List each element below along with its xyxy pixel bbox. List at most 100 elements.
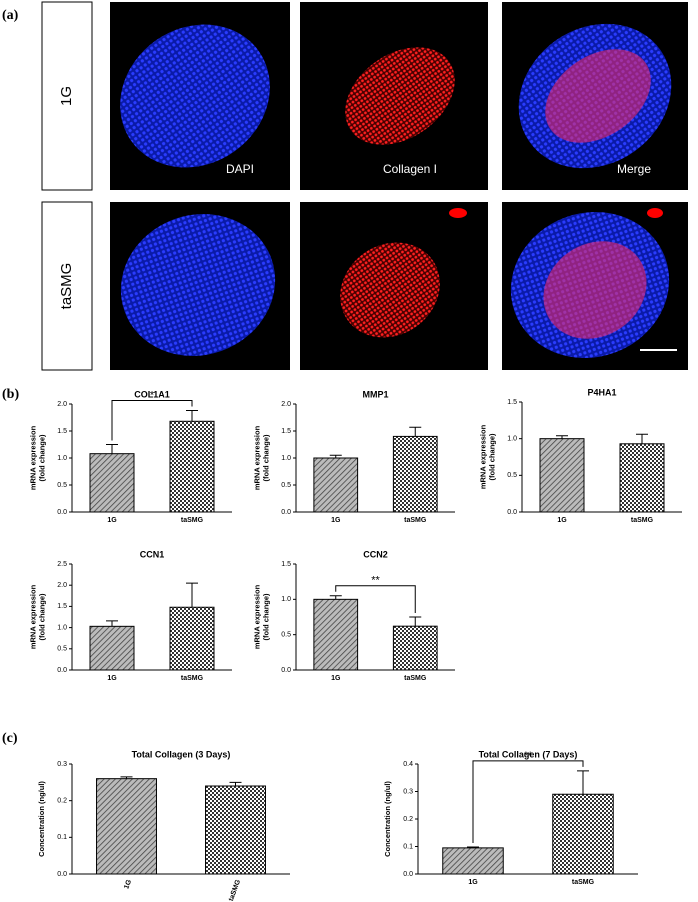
significance-bracket bbox=[335, 585, 416, 613]
chart-title: CCN1 bbox=[140, 549, 165, 559]
y-axis-label: mRNA expression bbox=[28, 425, 37, 490]
y-axis-label: mRNA expression bbox=[28, 584, 37, 649]
y-axis-label: Concentration (ng/ul) bbox=[37, 781, 46, 857]
error-bar bbox=[577, 770, 589, 795]
y-tick-label: 1.5 bbox=[281, 428, 291, 435]
x-tick-label: taSMG bbox=[404, 675, 427, 682]
error-bar bbox=[229, 781, 242, 786]
y-tick-label: 0.3 bbox=[57, 761, 67, 768]
micrograph bbox=[110, 202, 290, 370]
y-tick-label: 0.3 bbox=[403, 788, 413, 795]
y-axis-label: mRNA expression bbox=[252, 584, 261, 649]
error-bar bbox=[106, 444, 118, 454]
y-tick-label: 0.5 bbox=[281, 632, 291, 639]
y-tick-label: 1.0 bbox=[281, 596, 291, 603]
y-tick-label: 1.0 bbox=[57, 455, 67, 462]
y-tick-label: 1.0 bbox=[281, 455, 291, 462]
y-axis-label: (fold change) bbox=[261, 593, 270, 641]
x-tick-label: taSMG bbox=[631, 517, 654, 524]
micrograph: Collagen I bbox=[300, 2, 488, 190]
x-tick-label: 1G bbox=[331, 517, 341, 524]
panel-label: (c) bbox=[2, 731, 18, 746]
bar bbox=[552, 793, 614, 875]
bar bbox=[89, 453, 135, 513]
micrograph: DAPI bbox=[110, 2, 290, 190]
y-axis-label: (fold change) bbox=[37, 593, 46, 641]
y-tick-label: 0.0 bbox=[57, 667, 67, 674]
x-tick-label: 1G bbox=[107, 675, 117, 682]
micrograph: Merge bbox=[502, 2, 688, 190]
error-bar bbox=[120, 776, 133, 779]
x-tick-label: 1G bbox=[468, 879, 478, 886]
y-tick-label: 2.0 bbox=[57, 401, 67, 408]
bar bbox=[169, 420, 215, 513]
row-label: 1G bbox=[58, 86, 75, 106]
y-tick-label: 0.5 bbox=[507, 472, 517, 479]
bar bbox=[205, 785, 266, 875]
y-tick-label: 1.5 bbox=[57, 603, 67, 610]
channel-label: Collagen I bbox=[383, 162, 437, 176]
bar bbox=[442, 847, 504, 875]
significance-label: ** bbox=[371, 575, 380, 587]
y-axis-label: mRNA expression bbox=[252, 425, 261, 490]
bar bbox=[619, 443, 665, 513]
y-axis-label: mRNA expression bbox=[478, 424, 487, 489]
x-tick-label: 1G bbox=[331, 675, 341, 682]
chart-title: Total Collagen (7 Days) bbox=[479, 749, 578, 759]
x-tick-label: 1G bbox=[557, 517, 567, 524]
x-tick-label: 1G bbox=[107, 517, 117, 524]
row-label-box bbox=[41, 201, 93, 371]
chart-title: COL1A1 bbox=[134, 389, 170, 399]
y-tick-label: 0.1 bbox=[57, 834, 67, 841]
channel-label: DAPI bbox=[226, 162, 254, 176]
y-tick-label: 1.0 bbox=[57, 624, 67, 631]
error-bar bbox=[106, 620, 118, 627]
chart-title: MMP1 bbox=[362, 389, 388, 399]
x-tick-label: taSMG bbox=[228, 878, 242, 902]
y-axis-label: (fold change) bbox=[261, 434, 270, 482]
y-tick-label: 1.5 bbox=[57, 428, 67, 435]
bar bbox=[392, 435, 438, 513]
chart-title: CCN2 bbox=[363, 549, 388, 559]
micrograph bbox=[300, 202, 488, 370]
y-tick-label: 1.5 bbox=[281, 561, 291, 568]
y-tick-label: 2.0 bbox=[57, 582, 67, 589]
x-tick-label: taSMG bbox=[181, 517, 204, 524]
x-tick-label: 1G bbox=[123, 878, 133, 890]
y-axis-label: Concentration (ng/ul) bbox=[383, 781, 392, 857]
error-bar bbox=[186, 409, 198, 422]
panel-label: (a) bbox=[2, 8, 19, 23]
error-bar bbox=[409, 616, 422, 627]
y-tick-label: 2.0 bbox=[281, 401, 291, 408]
row-label-box bbox=[41, 1, 93, 191]
error-bar bbox=[556, 435, 568, 439]
significance-label: ** bbox=[524, 750, 533, 762]
y-tick-label: 0.0 bbox=[281, 667, 291, 674]
x-tick-label: taSMG bbox=[404, 517, 427, 524]
y-tick-label: 0.0 bbox=[281, 509, 291, 516]
y-tick-label: 2.5 bbox=[57, 561, 67, 568]
significance-bracket bbox=[111, 399, 193, 441]
error-bar bbox=[636, 433, 648, 444]
y-tick-label: 0.5 bbox=[57, 646, 67, 653]
y-tick-label: 0.0 bbox=[57, 509, 67, 516]
bar bbox=[313, 598, 359, 671]
y-tick-label: 0.4 bbox=[403, 761, 413, 768]
y-tick-label: 0.0 bbox=[507, 509, 517, 516]
bar bbox=[96, 778, 157, 875]
error-bar bbox=[409, 426, 422, 437]
y-tick-label: 0.5 bbox=[281, 482, 291, 489]
x-tick-label: taSMG bbox=[572, 879, 595, 886]
bar bbox=[169, 606, 215, 671]
x-tick-label: taSMG bbox=[181, 675, 204, 682]
error-bar bbox=[186, 582, 198, 608]
y-tick-label: 0.0 bbox=[57, 871, 67, 878]
y-tick-label: 0.0 bbox=[403, 871, 413, 878]
y-tick-label: 0.1 bbox=[403, 843, 413, 850]
error-bar bbox=[467, 846, 479, 848]
bar bbox=[539, 438, 585, 513]
error-bar bbox=[329, 595, 342, 600]
y-tick-label: 1.0 bbox=[507, 436, 517, 443]
